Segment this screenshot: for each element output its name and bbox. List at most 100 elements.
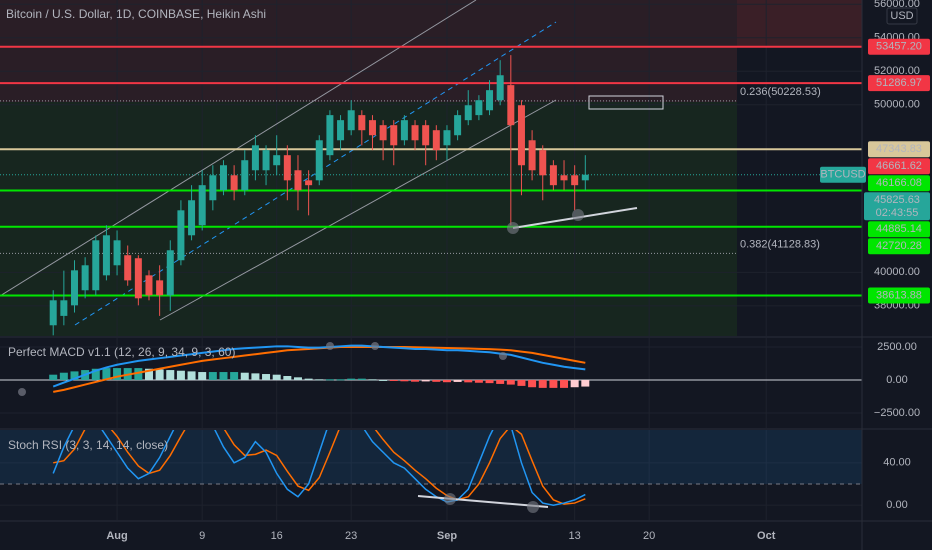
macd-line	[52, 344, 586, 388]
candle-body	[432, 130, 440, 151]
currency-label: USD	[890, 10, 913, 22]
y-tick-label: 40000.00	[874, 266, 920, 278]
histogram-bar	[325, 379, 334, 381]
histogram-bar	[560, 379, 569, 388]
histogram-bar	[293, 377, 302, 380]
macd-pane	[0, 344, 862, 393]
x-tick-label: 16	[271, 530, 283, 542]
candle-body	[539, 150, 547, 176]
candle-body	[283, 155, 291, 181]
candle-body	[273, 155, 281, 166]
divergence-line	[417, 495, 549, 508]
level-label-box	[868, 287, 930, 304]
histogram-bar	[453, 379, 462, 382]
level-label: 53457.20	[876, 41, 922, 53]
price-pane	[0, 0, 862, 336]
histogram-bar	[485, 379, 494, 384]
candle-body	[60, 300, 68, 316]
candle-body	[549, 165, 557, 186]
candle-body	[400, 120, 408, 141]
histogram-bar	[91, 368, 100, 380]
chart-title: Bitcoin / U.S. Dollar, 1D, COINBASE, Hei…	[6, 7, 266, 21]
candle-body	[156, 280, 164, 296]
y-tick-label: 52000.00	[874, 65, 920, 77]
candle-body	[560, 175, 568, 181]
band-fill	[0, 430, 862, 484]
histogram-bar	[357, 378, 366, 380]
histogram-bar	[496, 379, 505, 384]
channel-line	[0, 0, 477, 297]
channel-line	[159, 99, 557, 321]
level-label: 38613.88	[876, 289, 922, 301]
candle-body	[241, 160, 249, 191]
macd-annotations	[18, 342, 507, 396]
y-tick-label: 0.00	[886, 499, 907, 511]
histogram-bar	[315, 379, 324, 381]
level-label: 51286.97	[876, 77, 922, 89]
pivot-marker	[326, 342, 334, 350]
histogram-bar	[144, 368, 153, 380]
histogram-bar	[70, 371, 79, 380]
candle-body	[581, 174, 589, 181]
histogram-bar	[570, 379, 579, 388]
y-tick-label: 2500.00	[877, 341, 917, 353]
candle-body	[337, 120, 345, 141]
x-tick-label: 13	[569, 530, 581, 542]
candle-body	[134, 258, 142, 299]
y-tick-label: 40.00	[883, 457, 911, 469]
candle-body	[496, 75, 504, 101]
histogram-bar	[549, 379, 558, 388]
y-tick-label: 0.00	[886, 374, 907, 386]
x-tick-label: Oct	[757, 530, 776, 542]
level-label-box	[868, 175, 930, 192]
candle-body	[92, 240, 100, 291]
candle-body	[379, 125, 387, 141]
histogram-bar	[176, 370, 185, 380]
target-box	[588, 95, 664, 110]
histogram-bar	[379, 379, 388, 381]
stoch-annotations	[417, 493, 549, 513]
resistance-zone	[737, 0, 862, 47]
histogram-bar	[581, 379, 590, 387]
last-price-box	[864, 192, 930, 221]
histogram-bar	[59, 372, 68, 380]
candle-body	[368, 120, 376, 136]
currency-box	[886, 7, 918, 25]
candle-body	[486, 90, 494, 111]
candle-body	[262, 150, 270, 171]
histogram-bar	[347, 378, 356, 380]
histogram-bar	[251, 373, 260, 380]
symbol-box	[820, 166, 866, 183]
histogram-bar	[389, 379, 398, 381]
candle-body	[198, 185, 206, 226]
y-tick-label: 50000.00	[874, 99, 920, 111]
histogram-bar	[283, 376, 292, 380]
candle-body	[517, 105, 525, 166]
fib-label: 0.382(41128.83)	[740, 238, 820, 250]
histogram-bar	[102, 368, 111, 380]
candle-body	[188, 200, 196, 236]
candle-body	[315, 140, 323, 181]
candle-body	[251, 145, 259, 171]
pivot-marker	[499, 352, 507, 360]
labels: Bitcoin / U.S. Dollar, 1D, COINBASE, Hei…	[6, 0, 930, 542]
x-tick-label: 20	[643, 530, 655, 542]
candle-body	[347, 110, 355, 131]
pivot-marker	[572, 209, 584, 221]
candle-body	[390, 125, 398, 146]
histogram-bar	[262, 374, 271, 380]
pivot-marker	[371, 342, 379, 350]
support-zone	[0, 102, 737, 336]
resistance-zone	[0, 0, 737, 102]
histogram-bar	[49, 374, 58, 380]
histogram-bar	[134, 368, 143, 380]
histogram-bar	[187, 371, 196, 380]
level-label-box	[868, 238, 930, 255]
histogram-bar	[208, 372, 217, 380]
level-label: 42720.28	[876, 240, 922, 252]
stoch-k-line	[52, 430, 586, 506]
candle-body	[326, 115, 334, 156]
candle-body	[507, 85, 515, 126]
histogram-bar	[304, 378, 313, 380]
